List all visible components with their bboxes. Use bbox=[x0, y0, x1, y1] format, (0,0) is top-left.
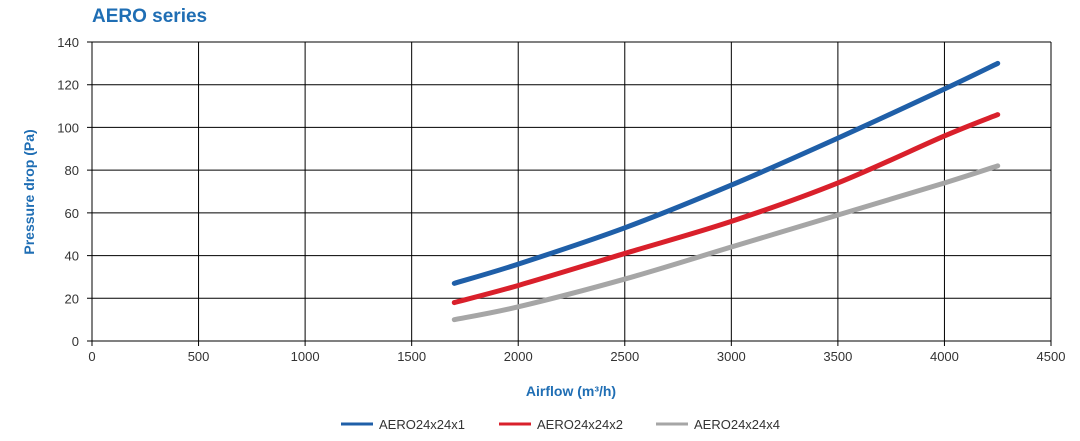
y-tick-label: 80 bbox=[65, 163, 79, 178]
x-tick-label: 1000 bbox=[291, 349, 320, 364]
x-axis-label: Airflow (m³/h) bbox=[526, 383, 616, 399]
y-tick-label: 120 bbox=[57, 78, 79, 93]
x-tick-label: 3000 bbox=[717, 349, 746, 364]
y-tick-label: 140 bbox=[57, 35, 79, 50]
series-line-3 bbox=[451, 163, 1001, 323]
y-tick-label: 40 bbox=[65, 249, 79, 264]
x-tick-label: 3500 bbox=[823, 349, 852, 364]
legend-item: AERO24x24x4 bbox=[656, 417, 780, 432]
grid bbox=[87, 41, 1052, 346]
y-tick-label: 100 bbox=[57, 120, 79, 135]
y-axis-label: Pressure drop (Pa) bbox=[21, 129, 37, 254]
series-lines bbox=[451, 60, 1001, 323]
series-line-2 bbox=[451, 112, 1001, 306]
legend-item: AERO24x24x1 bbox=[341, 417, 465, 432]
x-tick-label: 2500 bbox=[610, 349, 639, 364]
chart-title: AERO series bbox=[92, 6, 207, 27]
legend-label: AERO24x24x2 bbox=[537, 417, 623, 432]
series-line-1 bbox=[451, 60, 1001, 286]
legend: AERO24x24x1 AERO24x24x2 AERO24x24x4 bbox=[341, 417, 780, 432]
x-tick-label: 0 bbox=[88, 349, 95, 364]
x-tick-label: 500 bbox=[188, 349, 210, 364]
x-tick-label: 4500 bbox=[1037, 349, 1066, 364]
legend-label: AERO24x24x1 bbox=[379, 417, 465, 432]
y-tick-label: 20 bbox=[65, 291, 79, 306]
x-tick-label: 1500 bbox=[397, 349, 426, 364]
y-tick-label: 0 bbox=[72, 334, 79, 349]
x-tick-label: 4000 bbox=[930, 349, 959, 364]
x-tick-label: 2000 bbox=[504, 349, 533, 364]
y-tick-label: 60 bbox=[65, 206, 79, 221]
legend-item: AERO24x24x2 bbox=[499, 417, 623, 432]
tick-labels: 0 500 1000 1500 2000 2500 3000 3500 4000 4500 0 20 4… bbox=[57, 35, 1065, 364]
legend-label: AERO24x24x4 bbox=[694, 417, 780, 432]
